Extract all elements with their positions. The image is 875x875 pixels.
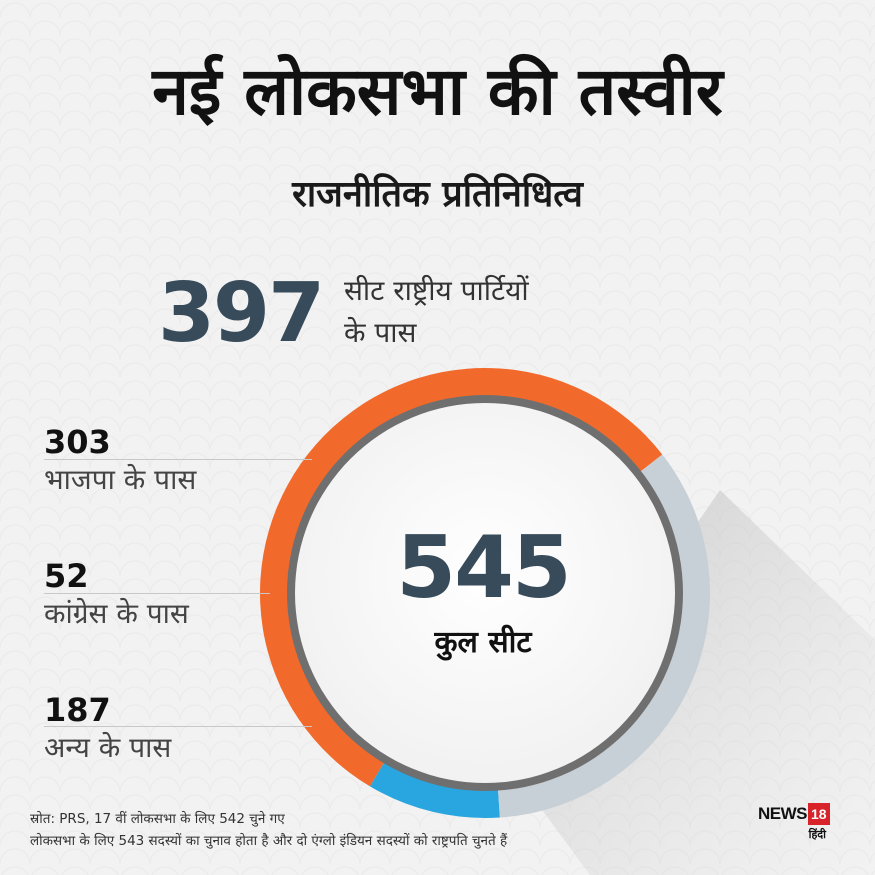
national-parties-seats-label: सीट राष्ट्रीय पार्टियों के पास — [344, 270, 604, 354]
national-label-line1: सीट राष्ट्रीय पार्टियों — [344, 274, 529, 307]
divider-others — [44, 726, 312, 727]
stat-label: भाजपा के पास — [44, 463, 197, 496]
news18-logo: NEWS 18 हिंदी — [758, 803, 830, 842]
donut-segment-others — [498, 454, 711, 818]
logo-sub: हिंदी — [808, 828, 826, 841]
donut-segment-congress — [369, 762, 500, 818]
logo-brand: NEWS — [758, 804, 808, 823]
stat-others: 187 अन्य के पास — [44, 692, 171, 768]
stat-bjp: 303 भाजपा के पास — [44, 424, 196, 500]
source-note: स्रोत: PRS, 17 वीं लोकसभा के लिए 542 चुन… — [30, 808, 730, 852]
stat-label: अन्य के पास — [44, 731, 172, 764]
source-line2: लोकसभा के लिए 543 सदस्यों का चुनाव होता … — [30, 833, 508, 849]
stat-value: 52 — [44, 557, 89, 595]
source-line1: स्रोत: PRS, 17 वीं लोकसभा के लिए 542 चुन… — [30, 811, 285, 827]
total-seats-value: 545 — [396, 518, 572, 618]
divider-congress — [44, 593, 270, 594]
stat-value: 187 — [44, 691, 111, 729]
stat-congress: 52 कांग्रेस के पास — [44, 558, 189, 634]
logo-number: 18 — [808, 803, 830, 825]
page-title: नई लोकसभा की तस्वीर — [152, 53, 723, 130]
page-subtitle: राजनीतिक प्रतिनिधित्व — [292, 174, 583, 215]
stat-label: कांग्रेस के पास — [44, 597, 189, 630]
national-label-line2: के पास — [344, 316, 417, 349]
donut-inner-face — [295, 403, 675, 783]
national-parties-seats-value: 397 — [158, 266, 325, 361]
stat-value: 303 — [44, 423, 111, 461]
total-seats-label: कुल सीट — [434, 625, 532, 660]
divider-bjp — [44, 459, 312, 460]
